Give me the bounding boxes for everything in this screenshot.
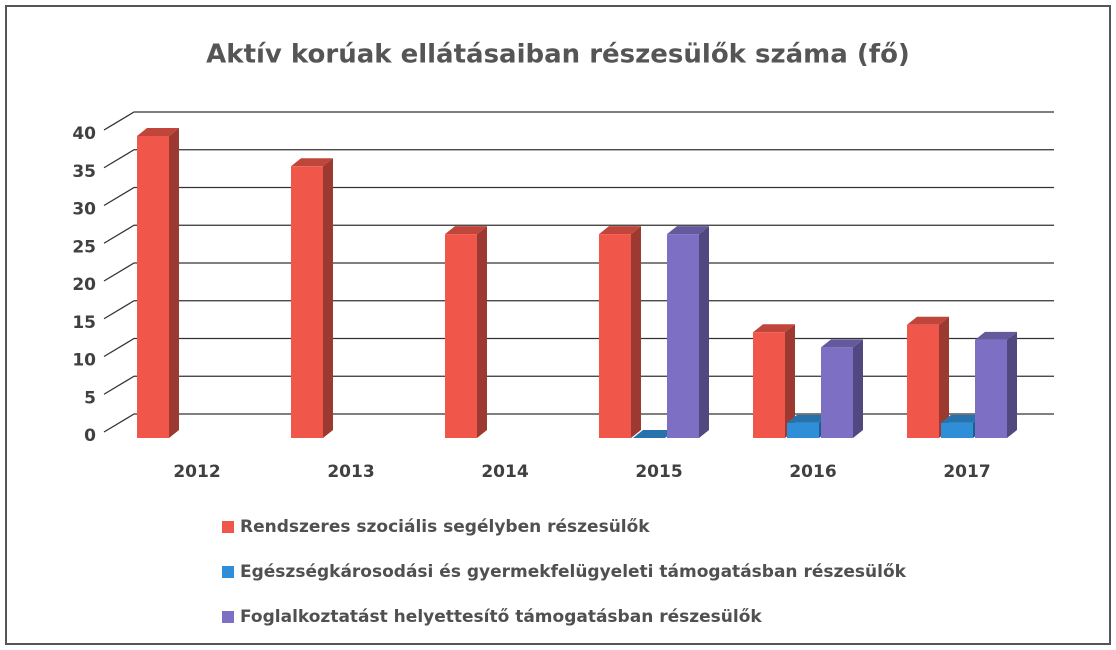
bar-side [939, 316, 949, 438]
grid-line [103, 111, 1054, 131]
y-tick-label: 10 [72, 351, 96, 371]
bar-top [137, 128, 179, 136]
bar-front [291, 166, 323, 438]
bar-top [975, 331, 1017, 340]
grid-line [103, 186, 1054, 207]
legend-label: Foglalkoztatást helyettesítő támogatásba… [240, 607, 762, 627]
x-tick-label: 2017 [943, 462, 990, 482]
bar [667, 226, 709, 438]
bar-top [787, 414, 829, 423]
bar-side [169, 128, 179, 438]
bar-front [787, 422, 819, 438]
bar-side [323, 158, 333, 438]
grid-line [103, 413, 1054, 433]
bar [599, 226, 641, 438]
bar-front [975, 339, 1007, 438]
bar-front [821, 347, 853, 438]
bar-side [853, 339, 863, 438]
x-tick-label: 2014 [481, 462, 528, 482]
bar-top [599, 226, 641, 235]
y-tick-label: 0 [84, 426, 96, 446]
bar-side [631, 226, 641, 438]
legend-label: Rendszeres szociális segélyben részesülő… [240, 517, 650, 537]
bar [975, 331, 1017, 438]
bar-top [753, 324, 795, 333]
bar-side [477, 226, 487, 438]
legend-swatch [222, 611, 234, 623]
grid-line [103, 262, 1054, 282]
bar-top [941, 414, 983, 423]
bar-front [599, 234, 631, 438]
bar [291, 158, 333, 438]
bar [445, 226, 487, 438]
x-tick-label: 2012 [173, 462, 220, 482]
bar [821, 339, 863, 438]
y-tick-label: 20 [72, 275, 96, 295]
bar-front [907, 324, 939, 438]
grid-line [103, 224, 1054, 244]
x-tick-label: 2016 [789, 462, 836, 482]
bar-side [785, 324, 795, 438]
y-tick-label: 15 [72, 313, 96, 333]
y-tick-label: 35 [72, 162, 96, 182]
x-tick-label: 2015 [635, 462, 682, 482]
bar-top [907, 316, 949, 325]
bar-front [445, 234, 477, 438]
chart-title: Aktív korúak ellátásaiban részesülők szá… [206, 40, 910, 70]
bar-front [753, 332, 785, 438]
bar-side [1007, 331, 1017, 438]
bar [633, 430, 675, 438]
bar-top [821, 339, 863, 348]
grid-line [103, 149, 1054, 169]
y-tick-label: 25 [72, 237, 96, 257]
y-tick-label: 30 [72, 200, 96, 220]
y-tick-label: 40 [72, 124, 96, 144]
bar-front [941, 422, 973, 438]
grid-line [103, 300, 1054, 320]
bar-top [291, 158, 333, 167]
legend-label: Egészségkárosodási és gyermekfelügyeleti… [240, 562, 907, 582]
bar-front [667, 234, 699, 438]
grid-line [103, 337, 1054, 358]
bar-top [633, 430, 675, 438]
bar [753, 324, 795, 438]
bar-side [699, 226, 709, 438]
legend-swatch [222, 566, 234, 578]
bar [907, 316, 949, 438]
y-tick-label: 5 [84, 388, 96, 408]
bar-front [137, 136, 169, 438]
legend-swatch [222, 521, 234, 533]
bar-top [445, 226, 487, 235]
bar-top [667, 226, 709, 235]
grid-line [103, 375, 1054, 395]
x-tick-label: 2013 [327, 462, 374, 482]
bar [137, 128, 179, 438]
